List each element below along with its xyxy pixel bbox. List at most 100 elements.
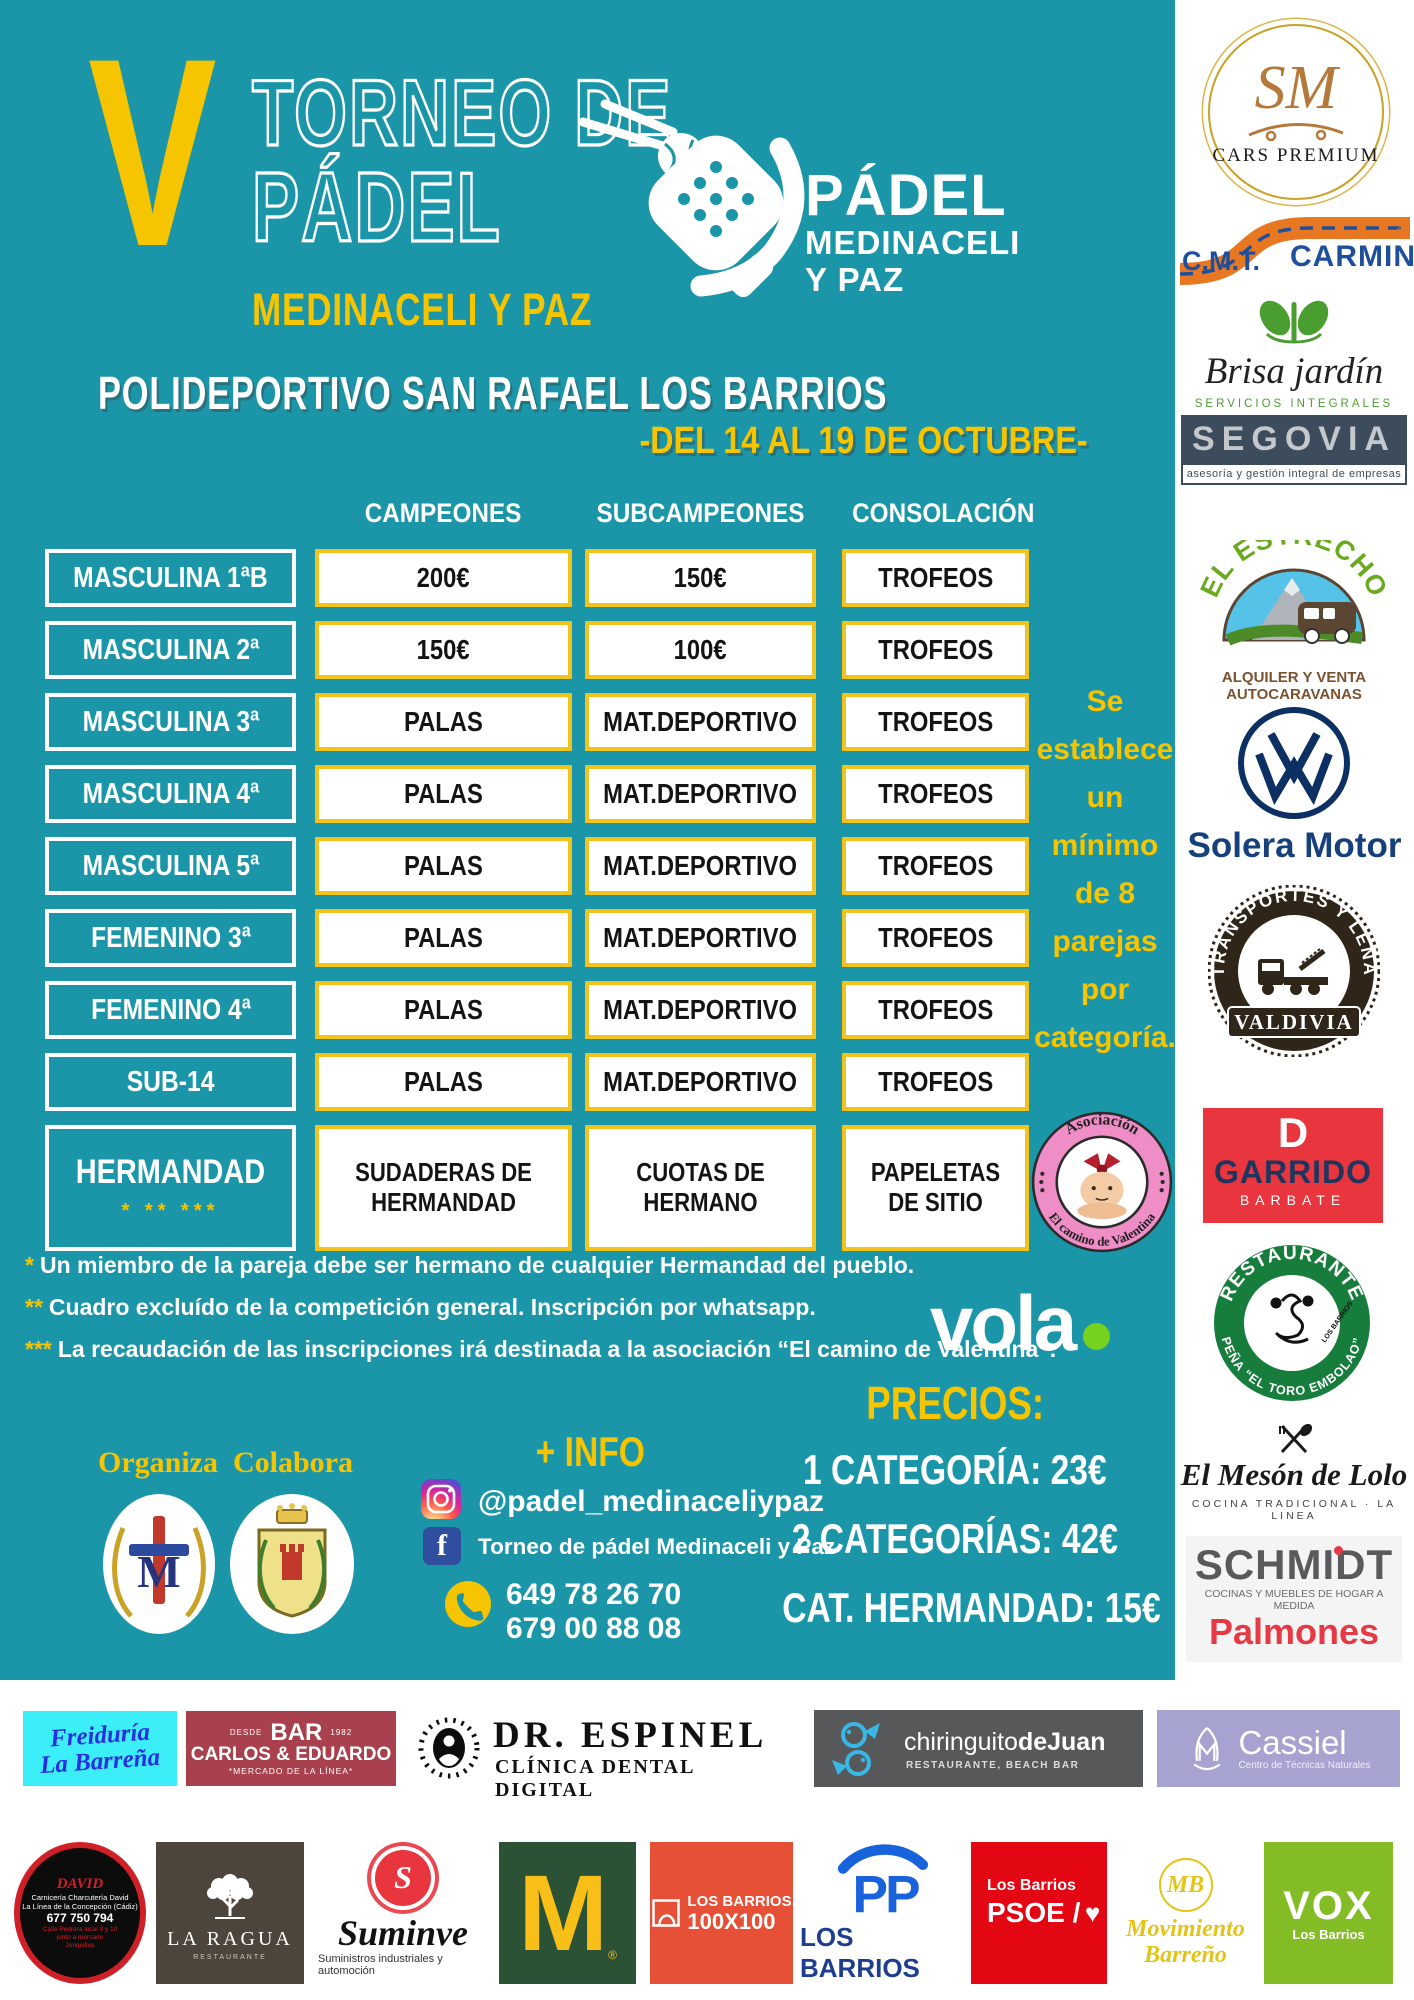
table-row: FEMENINO 3ª PALAS MAT.DEPORTIVO TROFEOS [45, 909, 1029, 967]
brisa-name: Brisa jardín [1204, 351, 1384, 392]
carlos-bar: BAR [270, 1718, 323, 1746]
footnote-mark: *** [25, 1336, 52, 1362]
category-label: HERMANDAD * ** *** [45, 1125, 296, 1251]
garrido-city: BARBATE [1239, 1192, 1347, 1208]
prize-campeones: PALAS [315, 909, 572, 967]
category-label: MASCULINA 4ª [45, 765, 296, 823]
padel-racket-icon [578, 99, 805, 297]
prices-title: PRECIOS: [866, 1377, 1044, 1429]
prize-subcampeones: MAT.DEPORTIVO [585, 909, 816, 967]
sponsor-suminve: S Suminve Suministros industriales y aut… [318, 1842, 488, 1984]
espinel-tagline: CLÍNICA DENTAL DIGITAL [495, 1756, 695, 1801]
sponsor-toro-embolao: RESTAURANTE PEÑA “EL TORO EMBOLAO” LOS B… [1214, 1243, 1370, 1401]
cien-line2: 100X100 [687, 1908, 776, 1934]
column-header-campeones: CAMPEONES [365, 498, 522, 528]
carlos-year: 1982 [330, 1728, 353, 1737]
sponsor-garrido: D GARRIDO BARBATE [1203, 1108, 1383, 1223]
schmidt-name: SCHMIDT [1194, 1541, 1394, 1588]
lotus-m-icon [1194, 1726, 1221, 1770]
phone-number-2: 679 00 88 08 [506, 1612, 682, 1645]
sponsor-charcuteria-david: DAVID Carnicería Charcutería David La Lí… [14, 1842, 146, 1984]
david-line3: Calle Pedrera local 9 y 10 [42, 1926, 118, 1933]
sponsor-brisa-jardin: Brisa jardín SERVICIOS INTEGRALES [1178, 296, 1410, 410]
prize-campeones: 200€ [315, 549, 572, 607]
venue-heading: POLIDEPORTIVO SAN RAFAEL LOS BARRIOS [98, 367, 888, 419]
fork-spoon-icon [1279, 1423, 1313, 1454]
vox-city: Los Barrios [1292, 1926, 1365, 1942]
prize-subcampeones: 150€ [585, 549, 816, 607]
psoe-city: Los Barrios [987, 1877, 1076, 1894]
sponsor-dr-espinel: DR. ESPINEL CLÍNICA DENTAL DIGITAL [417, 1712, 790, 1801]
carlos-tagline: *MERCADO DE LA LÍNEA* [228, 1765, 354, 1776]
footnote-mark: * [25, 1252, 34, 1278]
leaves-icon [1259, 300, 1329, 344]
road-icon [1180, 217, 1410, 285]
psoe-heart-icon: ♥ [1084, 1898, 1101, 1928]
psoe-name: PSOE / [987, 1897, 1081, 1928]
poster-title-line2: PÁDEL [251, 156, 599, 257]
dates-heading: -DEL 14 AL 19 DE OCTUBRE- [639, 420, 1088, 462]
cien-line1: LOS BARRIOS [687, 1892, 792, 1910]
estrecho-line2: AUTOCARAVANAS [1226, 686, 1362, 703]
cassiel-tagline: Centro de Técnicas Naturales [1238, 1760, 1371, 1771]
table-row: SUB-14 PALAS MAT.DEPORTIVO TROFEOS [45, 1053, 1029, 1111]
prize-consolacion: TROFEOS [842, 909, 1029, 967]
category-label: MASCULINA 3ª [45, 693, 296, 751]
prize-consolacion: TROFEOS [842, 981, 1029, 1039]
category-label: MASCULINA 1ªB [45, 549, 296, 607]
prize-consolacion: TROFEOS [842, 837, 1029, 895]
prize-subcampeones: CUOTAS DE HERMANO [585, 1125, 816, 1251]
mb-line1: Movimiento [1126, 1916, 1245, 1942]
vola-dot [1083, 1323, 1111, 1350]
sponsor-meson-lolo: El Mesón de Lolo COCINA TRADICIONAL · LA… [1178, 1423, 1410, 1522]
category-label: FEMENINO 4ª [45, 981, 296, 1039]
organizer-crest: M [103, 1494, 215, 1634]
carlos-desde: DESDE [229, 1728, 263, 1737]
car-outline-icon [1248, 123, 1344, 141]
cassiel-name: Cassiel [1238, 1724, 1347, 1761]
footnotes: * Un miembro de la pareja debe ser herman… [25, 1252, 1056, 1378]
category-label: FEMENINO 3ª [45, 909, 296, 967]
club-logo-text: PÁDEL MEDINACELI Y PAZ [805, 163, 1020, 299]
table-row: MASCULINA 4ª PALAS MAT.DEPORTIVO TROFEOS [45, 765, 1029, 823]
table-row: MASCULINA 1ªB 200€ 150€ TROFEOS [45, 549, 1029, 607]
suminve-tagline: Suministros industriales y automoción [318, 1952, 443, 1977]
poster-title-line1: TORNEO DE [251, 64, 836, 161]
bull-figure-icon [1270, 1293, 1314, 1344]
sponsor-mcdonalds: M ® [499, 1842, 636, 1984]
facebook-page: Torneo de pádel Medinaceli y Paz [478, 1534, 836, 1559]
price-item: 1 CATEGORÍA: 23€ [803, 1446, 1107, 1493]
chiringuito-name-light: chiringuito [904, 1728, 1018, 1756]
prize-subcampeones: 100€ [585, 621, 816, 679]
footnote: * Un miembro de la pareja debe ser herman… [25, 1252, 915, 1278]
vox-name: VOX [1283, 1883, 1374, 1928]
fish-icon [832, 1722, 880, 1776]
carlos-name: CARLOS & EDUARDO [190, 1743, 392, 1765]
prize-subcampeones: MAT.DEPORTIVO [585, 837, 816, 895]
price-item: 2 CATEGORÍAS: 42€ [791, 1515, 1119, 1562]
mb-line2: Barreño [1144, 1942, 1227, 1968]
sponsor-vox: VOX Los Barrios [1264, 1842, 1393, 1984]
solera-motor-name: Solera Motor [1187, 826, 1402, 865]
mcdonalds-registered: ® [608, 1948, 617, 1962]
prize-subcampeones: MAT.DEPORTIVO [585, 765, 816, 823]
arch-icon [652, 1899, 681, 1927]
ragua-tagline: RESTAURANTE [193, 1953, 267, 1961]
svg-text:M: M [137, 1546, 180, 1597]
chiringuito-tagline: RESTAURANTE, BEACH BAR [906, 1760, 1080, 1771]
sm-monogram: SM [1254, 54, 1338, 122]
segovia-tagline: asesoría y gestión integral de empresas [1186, 468, 1402, 480]
info-title: + INFO [535, 1428, 645, 1475]
instagram-icon [421, 1479, 461, 1519]
prize-campeones: SUDADERAS DE HERMANDAD [315, 1125, 572, 1251]
schmidt-city: Palmones [1208, 1611, 1380, 1652]
table-row-hermandad: HERMANDAD * ** *** SUDADERAS DE HERMANDA… [45, 1125, 1029, 1251]
sponsor-segovia: SEGOVIA asesoría y gestión integral de e… [1181, 415, 1407, 485]
prize-campeones: PALAS [315, 981, 572, 1039]
footnote: *** La recaudación de las inscripciones i… [25, 1336, 1057, 1362]
club-logo-line1: PÁDEL [805, 163, 1007, 228]
gear-s-icon: S [375, 1849, 431, 1906]
edition-numeral: V [88, 2, 217, 302]
town-crest [230, 1494, 354, 1634]
category-label: MASCULINA 2ª [45, 621, 296, 679]
